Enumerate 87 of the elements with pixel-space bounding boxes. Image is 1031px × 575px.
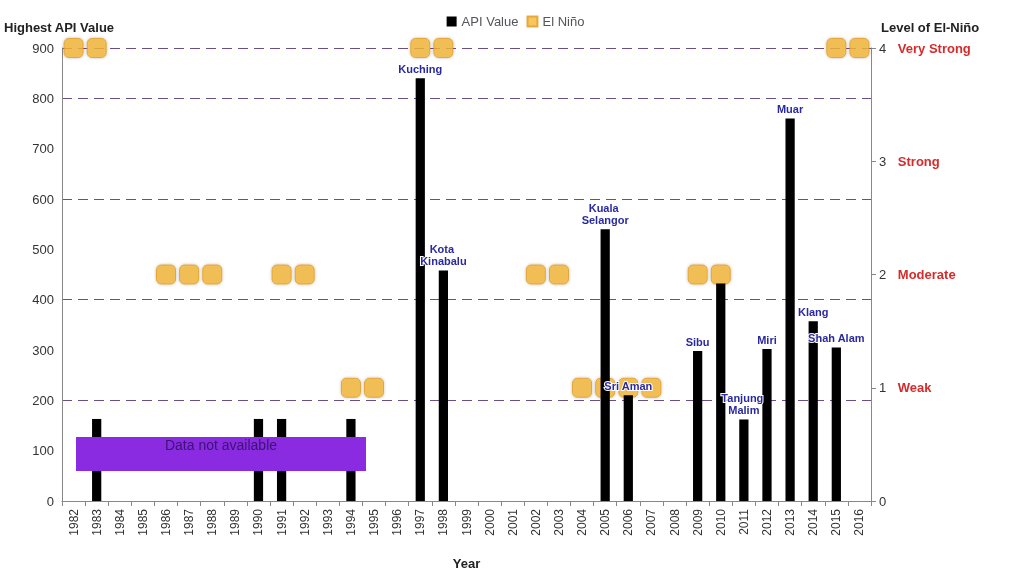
x-tick-label: 2008 — [667, 508, 682, 536]
x-tick-label: 2010 — [713, 508, 728, 536]
x-tick-label: 1997 — [413, 508, 428, 536]
x-tick-label: 1994 — [343, 508, 358, 536]
x-axis-title: Year — [452, 556, 481, 571]
y-tick-label: 900 — [32, 40, 54, 56]
y2-tick-label: 2 Moderate — [879, 267, 956, 282]
x-tick-label: 2015 — [829, 508, 844, 536]
x-tick-label: 1990 — [251, 508, 266, 536]
bar — [762, 348, 772, 501]
y-tick-label: 400 — [32, 292, 54, 308]
y2-tick-label: 3 Strong — [879, 153, 940, 169]
legend-label: El Niño — [542, 14, 585, 29]
bar — [739, 419, 749, 501]
x-tick-label: 2004 — [575, 508, 590, 536]
point — [63, 38, 84, 58]
y2-tick-label: 0 — [879, 493, 887, 509]
point — [710, 264, 731, 285]
bar — [785, 118, 795, 501]
x-tick-label: 2014 — [806, 508, 821, 536]
point — [572, 377, 593, 398]
x-tick-label: 2005 — [598, 508, 613, 536]
y-tick-label: 700 — [32, 141, 54, 157]
y2-axis-title: Level of El-Niño — [881, 20, 980, 35]
bar — [623, 395, 633, 501]
y-axis-title: Highest API Value — [4, 20, 115, 35]
x-tick-label: 1989 — [228, 508, 243, 536]
point — [364, 377, 385, 398]
y-tick-label: 500 — [32, 241, 54, 257]
x-tick-label: 1986 — [159, 508, 174, 536]
x-tick-label: 2007 — [644, 508, 659, 536]
x-tick-label: 2013 — [783, 508, 798, 536]
point — [548, 264, 569, 285]
point — [179, 264, 200, 285]
x-tick-label: 1987 — [182, 508, 197, 536]
x-tick-label: 2011 — [736, 508, 751, 535]
point — [86, 38, 107, 58]
y-tick-label: 100 — [32, 443, 54, 459]
x-tick-label: 1992 — [297, 508, 312, 536]
x-tick-label: 1996 — [390, 508, 405, 536]
data-label: Muar — [776, 103, 804, 116]
point — [826, 38, 847, 58]
legend-label: API Value — [461, 14, 519, 29]
y2-tick-label: 4 Very Strong — [879, 40, 971, 56]
point — [340, 377, 361, 398]
y-tick-label: 600 — [32, 191, 54, 207]
point — [849, 38, 870, 58]
x-tick-label: 2002 — [528, 508, 543, 536]
x-tick-label: 1985 — [135, 508, 150, 536]
point — [433, 38, 454, 58]
point — [271, 264, 292, 285]
x-tick-label: 2012 — [759, 508, 774, 536]
point — [525, 264, 546, 285]
y-tick-label: 800 — [32, 90, 54, 106]
y2-tick-label: 1 Weak — [879, 380, 933, 396]
x-tick-label: 1999 — [459, 508, 474, 536]
x-tick-label: 1983 — [89, 508, 104, 536]
x-tick-label: 2009 — [690, 508, 705, 536]
point — [156, 264, 177, 285]
data-label: Kuala Selangor — [581, 202, 630, 227]
x-tick-label: 1982 — [66, 508, 81, 536]
x-tick-label: 2016 — [852, 508, 867, 536]
bar — [693, 351, 703, 501]
point — [294, 264, 315, 285]
y-tick-label: 200 — [32, 392, 54, 408]
bar — [438, 270, 449, 501]
x-tick-label: 1998 — [436, 508, 451, 536]
point — [202, 264, 223, 285]
point — [687, 264, 708, 285]
x-tick-label: 2000 — [482, 508, 497, 536]
data-label: Sibu — [685, 336, 710, 349]
data-label: Miri — [757, 333, 777, 346]
x-tick-label: 2001 — [505, 508, 520, 536]
x-tick-label: 2003 — [551, 508, 566, 536]
x-tick-label: 1991 — [274, 508, 289, 536]
y-tick-label: 0 — [46, 493, 54, 509]
x-tick-label: 1993 — [320, 508, 335, 536]
x-tick-label: 1995 — [367, 508, 382, 536]
y-tick-label: 300 — [32, 342, 54, 358]
x-tick-label: 2006 — [621, 508, 636, 536]
bar — [831, 347, 841, 501]
x-tick-label: 1984 — [112, 508, 127, 536]
data-label: Klang — [797, 306, 829, 319]
point — [410, 38, 431, 58]
x-tick-label: 1988 — [205, 508, 220, 536]
note-box: Data not available — [76, 437, 366, 471]
data-label: Kuching — [398, 63, 443, 76]
